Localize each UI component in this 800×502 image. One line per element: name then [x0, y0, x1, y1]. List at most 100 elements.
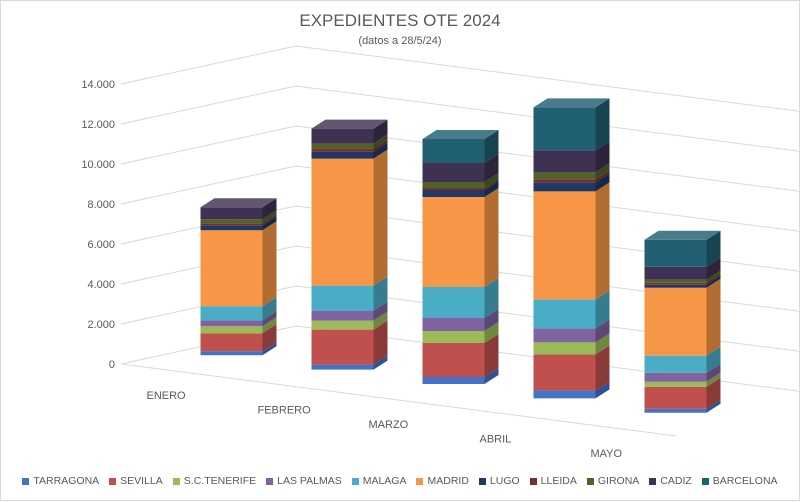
bar-segment-barcelona [644, 239, 707, 267]
bar-segment-side [706, 278, 721, 356]
bar-top [644, 230, 721, 240]
bar-segment-side [484, 130, 499, 163]
bar-segment-side [706, 363, 721, 382]
legend-item: CADIZ [649, 475, 692, 487]
bar-segment-madrid [644, 287, 707, 356]
bar-segment-side [595, 333, 610, 355]
bar-segment-lugo [644, 284, 707, 288]
bar-segment-side [706, 399, 721, 413]
gridline [120, 165, 800, 232]
x-tick-label: MARZO [369, 419, 409, 431]
legend-item: SEVILLA [109, 475, 163, 487]
bar-segment-lleida [644, 282, 707, 285]
legend-label: MADRID [427, 475, 469, 487]
floor-edge [120, 363, 677, 437]
bar-segment-girona [644, 279, 707, 283]
legend-swatch [416, 477, 424, 485]
bar-segment-side [484, 181, 499, 197]
bar-segment-tarragona [311, 364, 374, 370]
bar-segment-side [484, 179, 499, 190]
bar-segment-side [595, 98, 610, 151]
bar-segment-side [373, 355, 388, 370]
bar-segment-las-palmas [422, 318, 485, 331]
legend-item: S.C.TENERIFE [172, 475, 256, 487]
legend-item: LAS PALMAS [266, 475, 342, 487]
bar-segment-cadiz [533, 150, 596, 173]
legend-swatch [172, 477, 180, 485]
bar-segment-lugo [422, 190, 485, 197]
bar-segment-las-palmas [644, 372, 707, 382]
bar-segment-side [595, 381, 610, 399]
chart-title: EXPEDIENTES OTE 2024 [299, 11, 501, 30]
bar-segment-lugo [311, 151, 374, 159]
bar-segment-cadiz [311, 128, 374, 144]
bar-segment-side [484, 173, 499, 188]
legend-swatch [22, 477, 30, 485]
bar-segment-side [373, 311, 388, 330]
bar-segment-side [262, 210, 277, 224]
legend-swatch [109, 477, 117, 485]
legend-label: GIRONA [597, 475, 640, 487]
bar-segment-tarragona [533, 390, 596, 399]
x-tick-label: FEBRERO [258, 405, 312, 417]
bar-segment-barcelona [533, 107, 596, 151]
bar-segment-side [262, 198, 277, 220]
bar-segment-lleida [200, 223, 263, 226]
legend-swatch [529, 477, 537, 485]
bar-top [200, 198, 277, 208]
y-tick-label: 14.000 [81, 79, 115, 91]
bar-segment-madrid [533, 191, 596, 300]
legend-label: LUGO [489, 475, 520, 487]
bar-segment-lugo [200, 225, 263, 231]
y-tick-label: 8.000 [87, 199, 115, 211]
bar-segment-side [262, 342, 277, 356]
bar-segment-malaga [422, 287, 485, 318]
legend-label: CADIZ [660, 475, 692, 487]
bar-segment-side [262, 297, 277, 321]
bar-segment-tarragona [422, 377, 485, 384]
bar-segment-tarragona [200, 351, 263, 356]
bar-segment-sevilla [644, 386, 707, 409]
bar-segment-las-palmas [533, 328, 596, 343]
legend-swatch [586, 477, 594, 485]
bar-segment-s-c-tenerife [200, 326, 263, 334]
bar-segment-cadiz [200, 207, 263, 220]
legend-label: MALAGA [362, 475, 407, 487]
bar-segment-girona [311, 143, 374, 149]
bar-segment-side [373, 134, 388, 149]
bar-segment-side [262, 214, 277, 226]
bar-segment-s-c-tenerife [533, 342, 596, 355]
legend-swatch [266, 477, 274, 485]
bar-segment-side [262, 311, 277, 327]
bar-segment-tarragona [644, 408, 707, 413]
bar-segment-side [595, 290, 610, 329]
legend-swatch [701, 477, 709, 485]
bar-segment-lleida [311, 148, 374, 152]
bar-segment-side [484, 334, 499, 377]
legend-label: LAS PALMAS [277, 475, 342, 487]
y-tick-label: 6.000 [87, 239, 115, 251]
legend-item: TARRAGONA [22, 475, 99, 487]
bar-segment-side [595, 182, 610, 300]
x-tick-label: ENERO [147, 390, 187, 402]
chart-subtitle: (datos a 28/5/24) [358, 35, 442, 47]
bar-segment-malaga [200, 306, 263, 321]
bar-segment-las-palmas [311, 310, 374, 321]
legend-item: MADRID [416, 475, 469, 487]
chart-legend: TARRAGONA SEVILLA S.C.TENERIFE LAS PALMAS MA… [1, 475, 799, 487]
bar-segment-malaga [644, 355, 707, 373]
bar-segment-lugo [533, 182, 596, 192]
x-tick-label: MAYO [591, 448, 623, 460]
bar-top [533, 98, 610, 108]
bar-segment-barcelona [422, 139, 485, 163]
bar-segment-malaga [311, 285, 374, 311]
bar-segment-lleida [422, 188, 485, 190]
bar-segment-sevilla [311, 329, 374, 365]
bar-segment-side [706, 377, 721, 409]
gridline [120, 85, 800, 152]
bar-segment-side [373, 119, 388, 144]
legend-label: LLEIDA [540, 475, 577, 487]
bar-segment-side [595, 141, 610, 173]
bar-segment-malaga [533, 299, 596, 329]
y-tick-label: 4.000 [87, 279, 115, 291]
